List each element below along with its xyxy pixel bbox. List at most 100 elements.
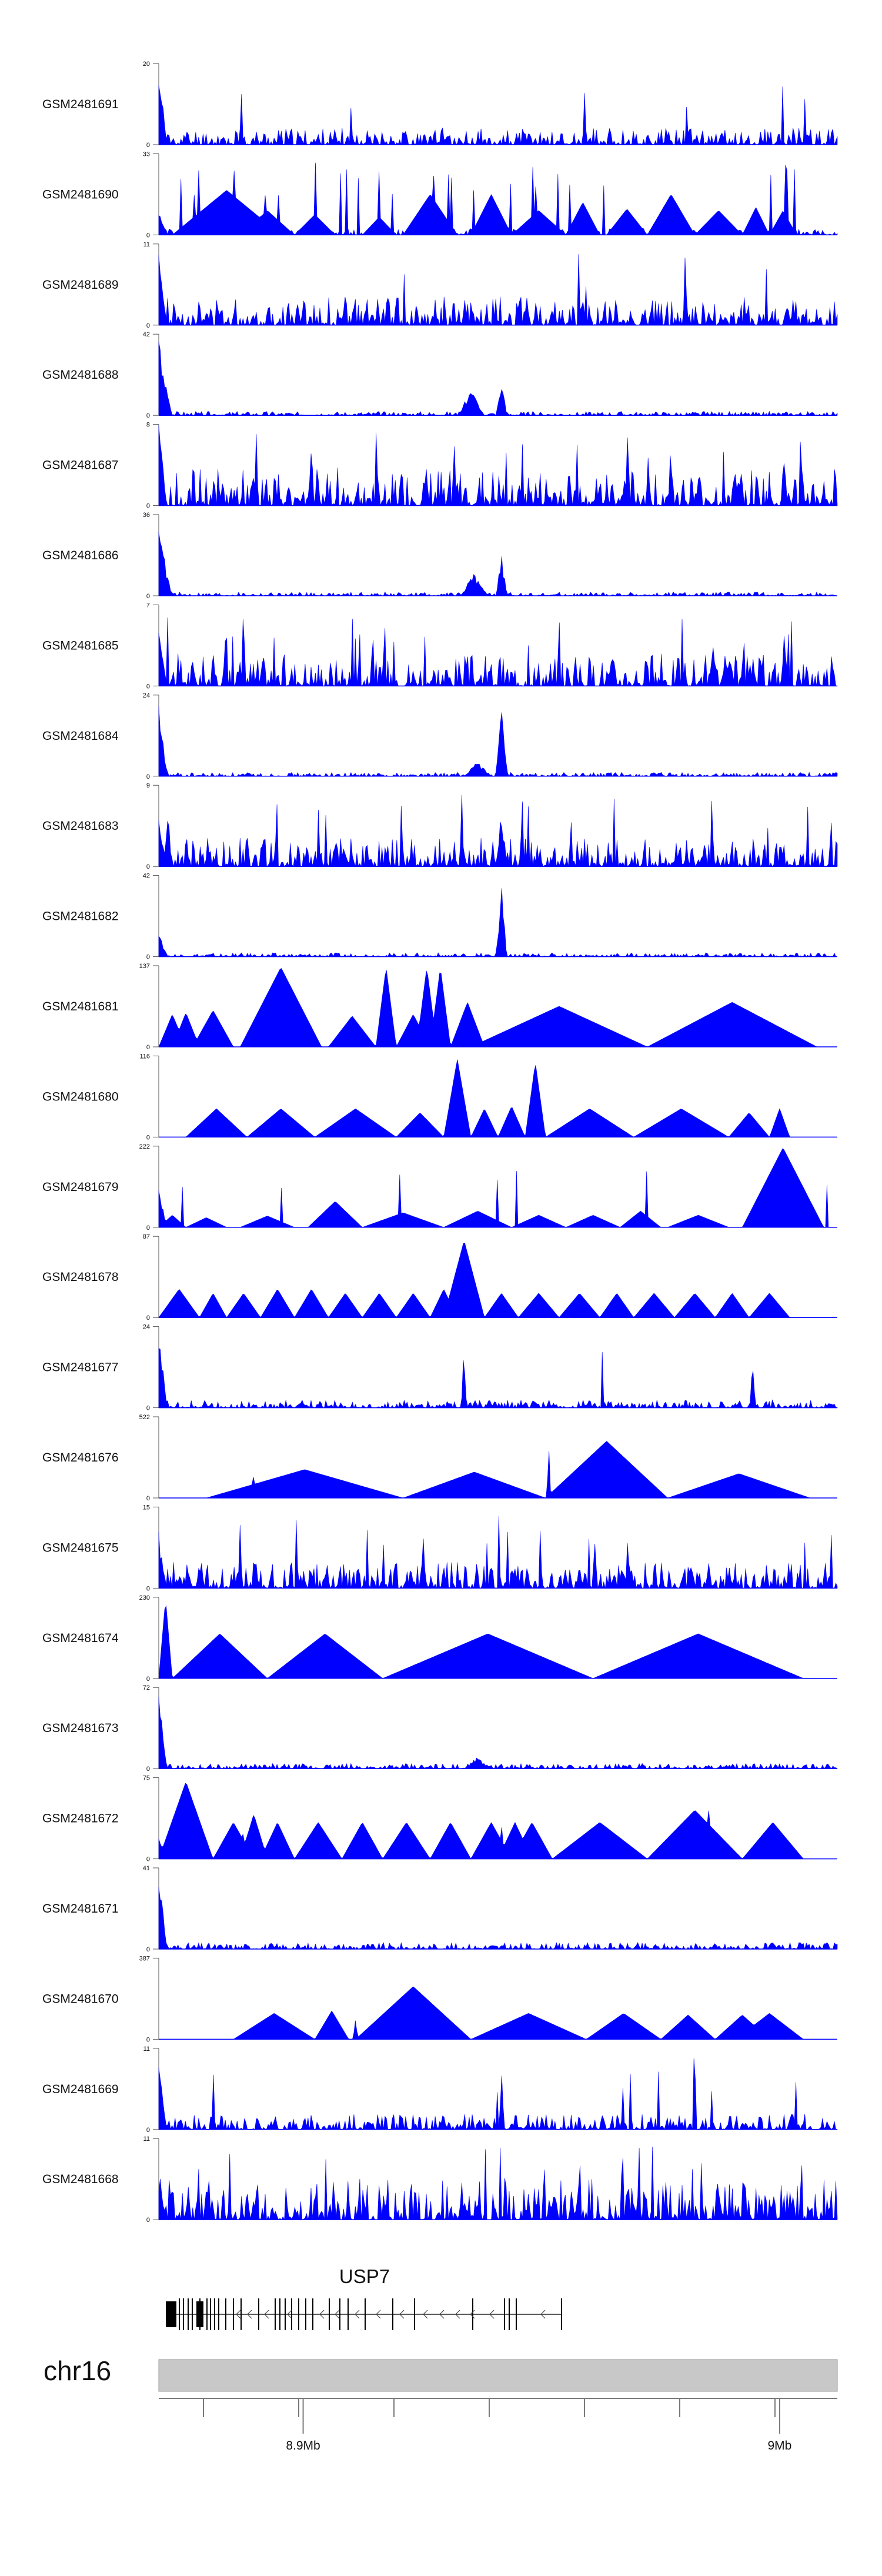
coverage-area: [158, 1605, 837, 1679]
track-GSM2481684: GSM2481684 24 0: [42, 692, 838, 780]
coverage-area: [159, 1059, 837, 1137]
coverage-area: [158, 1887, 838, 1950]
y-max-label: 230: [139, 1594, 150, 1601]
coverage-area: [158, 795, 838, 867]
track-GSM2481690: GSM2481690 33 0: [42, 151, 838, 239]
y-min-label: 0: [146, 1495, 150, 1502]
coverage-area: [158, 342, 838, 416]
y-min-label: 0: [146, 1585, 150, 1592]
coverage-area: [158, 968, 837, 1047]
y-max-label: 36: [143, 512, 150, 519]
y-min-label: 0: [146, 1134, 150, 1141]
y-max-label: 7: [146, 602, 150, 609]
coverage-area: [159, 1986, 837, 2040]
coverage-area: [158, 888, 838, 957]
strand-arrow: [540, 2310, 546, 2319]
track-GSM2481678: GSM2481678 87 0: [42, 1233, 837, 1322]
track-label: GSM2481671: [42, 1902, 119, 1916]
track-label: GSM2481688: [42, 368, 119, 382]
coverage-area: [158, 2058, 838, 2130]
track-label: GSM2481676: [42, 1451, 119, 1464]
track-GSM2481688: GSM2481688 42 0: [42, 331, 838, 419]
y-max-label: 11: [143, 2135, 150, 2143]
coverage-area: [158, 162, 838, 236]
y-max-label: 24: [143, 1324, 150, 1331]
track-GSM2481676: GSM2481676 522 0: [42, 1414, 837, 1502]
y-min-label: 0: [146, 1856, 150, 1863]
track-GSM2481670: GSM2481670 387 0: [42, 1955, 837, 2043]
strand-arrow: [376, 2310, 381, 2319]
track-label: GSM2481668: [42, 2173, 119, 2186]
strand-arrow: [355, 2310, 360, 2319]
track-label: GSM2481673: [42, 1721, 119, 1735]
y-min-label: 0: [146, 1946, 150, 1953]
coverage-area: [158, 532, 838, 596]
track-label: GSM2481682: [42, 910, 119, 923]
y-min-label: 0: [146, 863, 150, 870]
strand-arrow: [423, 2310, 428, 2319]
track-GSM2481687: GSM2481687 8 0: [42, 422, 838, 510]
y-min-label: 0: [146, 1314, 150, 1322]
y-max-label: 387: [139, 1955, 150, 1962]
chromosome-label: chr16: [44, 2355, 111, 2386]
strand-arrow: [489, 2310, 495, 2319]
strand-arrow: [287, 2310, 292, 2319]
track-GSM2481673: GSM2481673 72 0: [42, 1684, 838, 1773]
track-label: GSM2481680: [42, 1090, 119, 1103]
y-min-label: 0: [146, 1224, 150, 1232]
y-min-label: 0: [146, 2036, 150, 2043]
track-GSM2481683: GSM2481683 9 0: [42, 782, 838, 870]
y-max-label: 9: [146, 782, 150, 789]
y-max-label: 41: [143, 1865, 150, 1872]
track-GSM2481669: GSM2481669 11 0: [42, 2046, 838, 2134]
y-max-label: 75: [143, 1775, 150, 1782]
track-GSM2481679: GSM2481679 222 0: [42, 1143, 837, 1232]
track-GSM2481675: GSM2481675 15 0: [42, 1504, 838, 1592]
track-label: GSM2481679: [42, 1180, 119, 1194]
genomic-axis: 8.9Mb 9Mb: [159, 2398, 837, 2452]
coverage-area: [158, 254, 838, 326]
strand-arrow: [455, 2310, 460, 2319]
track-GSM2481680: GSM2481680 116 0: [42, 1053, 837, 1141]
track-GSM2481668: GSM2481668 11 0: [42, 2135, 838, 2224]
y-min-label: 0: [146, 2217, 150, 2224]
y-min-label: 0: [146, 1676, 150, 1683]
chromosome-ideogram: chr16: [44, 2355, 838, 2392]
y-max-label: 42: [143, 331, 150, 338]
track-GSM2481682: GSM2481682 42 0: [42, 873, 838, 961]
coverage-area: [158, 1243, 837, 1318]
track-label: GSM2481681: [42, 1000, 119, 1013]
y-max-label: 522: [139, 1414, 150, 1421]
y-max-label: 33: [143, 151, 150, 158]
y-max-label: 11: [143, 2046, 150, 2053]
track-GSM2481686: GSM2481686 36 0: [42, 512, 838, 600]
y-max-label: 116: [139, 1053, 150, 1060]
track-label: GSM2481691: [42, 98, 119, 111]
coverage-area: [158, 425, 838, 506]
strand-arrow: [264, 2310, 269, 2319]
y-min-label: 0: [146, 142, 150, 149]
gene-label: USP7: [339, 2265, 390, 2287]
y-min-label: 0: [146, 954, 150, 961]
strand-arrow: [399, 2310, 405, 2319]
y-max-label: 15: [143, 1504, 150, 1511]
track-label: GSM2481687: [42, 459, 119, 472]
coverage-tracks: GSM2481691200GSM2481690330GSM2481689110G…: [42, 61, 838, 2224]
gene-utr-block: [166, 2301, 176, 2327]
track-label: GSM2481672: [42, 1812, 119, 1826]
track-GSM2481681: GSM2481681 137 0: [42, 963, 837, 1051]
coverage-area: [158, 85, 838, 146]
chromosome-bar: [158, 2359, 838, 2392]
axis-tick-label: 8.9Mb: [286, 2439, 320, 2452]
track-label: GSM2481690: [42, 188, 119, 201]
gene-model-usp7: [166, 2298, 562, 2330]
strand-arrow: [319, 2310, 325, 2319]
coverage-area: [158, 706, 838, 777]
track-label: GSM2481683: [42, 819, 119, 833]
coverage-area: [158, 1516, 838, 1589]
y-max-label: 222: [139, 1143, 150, 1150]
strand-arrow: [335, 2310, 340, 2319]
y-min-label: 0: [146, 593, 150, 600]
gene-track: USP7: [166, 2265, 562, 2330]
strand-arrow: [247, 2310, 252, 2319]
